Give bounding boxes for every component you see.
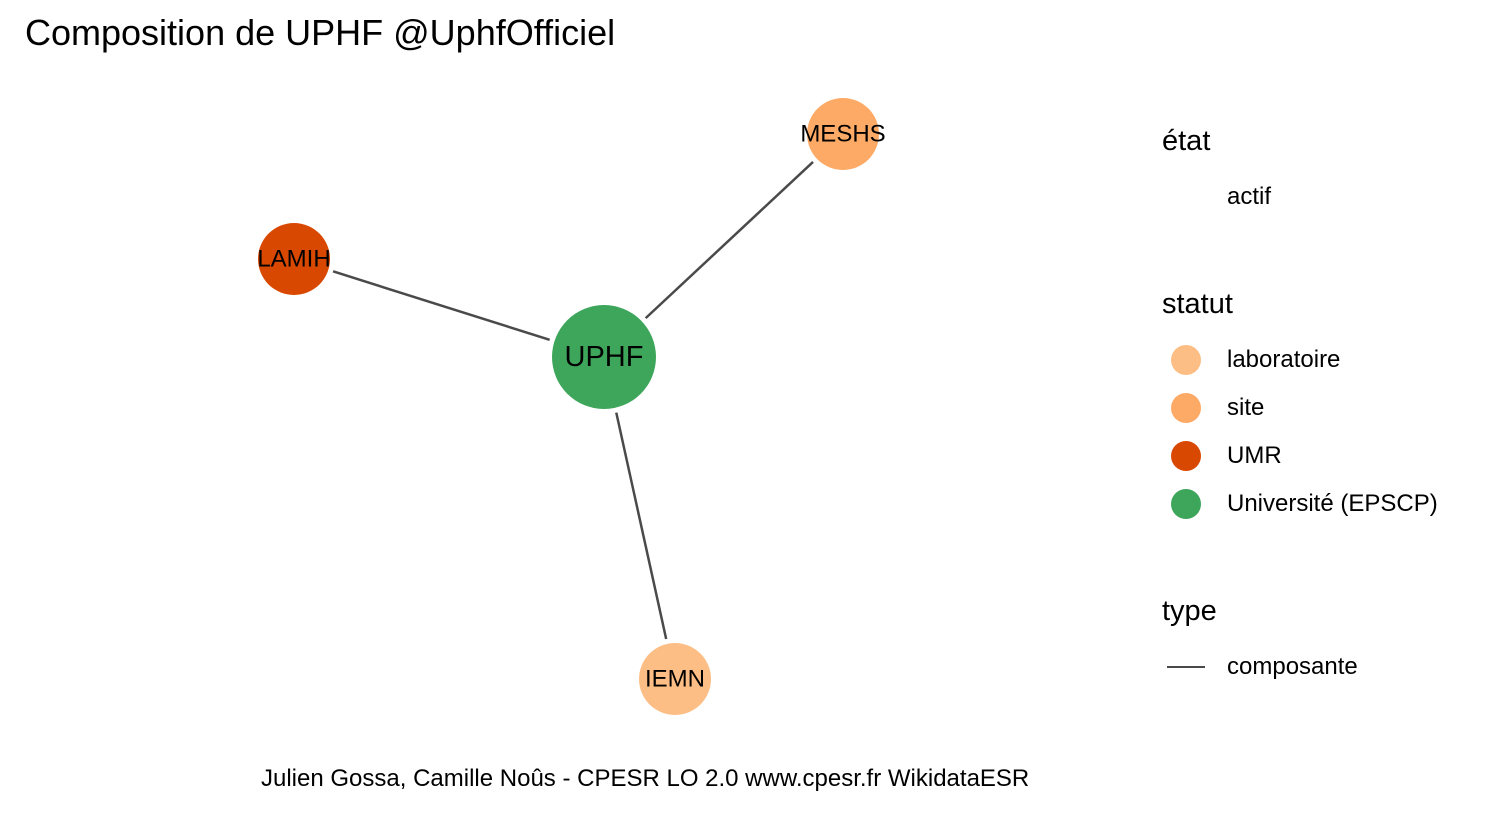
node-label-lamih: LAMIH bbox=[257, 246, 330, 273]
node-iemn bbox=[639, 643, 711, 715]
legend-line-composante bbox=[1167, 666, 1205, 668]
legend-dot-universite bbox=[1171, 489, 1201, 519]
caption: Julien Gossa, Camille Noûs - CPESR LO 2.… bbox=[261, 765, 1030, 792]
node-label-uphf: UPHF bbox=[565, 341, 644, 373]
legend-dot-laboratoire bbox=[1171, 345, 1201, 375]
legend-dot-site bbox=[1171, 393, 1201, 423]
legend-etat-title: état bbox=[1162, 125, 1211, 157]
legend-etat-actif: actif bbox=[1227, 183, 1272, 210]
legend-type-title: type bbox=[1162, 595, 1217, 627]
nodes-layer: UPHF MESHS LAMIH IEMN bbox=[257, 98, 886, 715]
legend-label-umr: UMR bbox=[1227, 442, 1282, 469]
legend-dot-umr bbox=[1171, 441, 1201, 471]
edge-uphf-iemn bbox=[615, 412, 668, 640]
edge-uphf-lamih bbox=[332, 270, 551, 342]
node-label-meshs: MESHS bbox=[800, 121, 885, 148]
legend-label-composante: composante bbox=[1227, 653, 1358, 680]
legend-label-laboratoire: laboratoire bbox=[1227, 346, 1341, 373]
node-meshs bbox=[807, 98, 879, 170]
chart-title: Composition de UPHF @UphfOfficiel bbox=[25, 12, 616, 53]
legend-label-site: site bbox=[1227, 394, 1265, 421]
legend-statut-title: statut bbox=[1162, 288, 1233, 320]
legend-label-universite: Université (EPSCP) bbox=[1227, 490, 1438, 517]
edge-uphf-meshs bbox=[644, 161, 814, 320]
node-uphf bbox=[552, 305, 656, 409]
node-lamih bbox=[258, 223, 330, 295]
node-label-iemn: IEMN bbox=[645, 666, 705, 693]
network-graph: UPHF MESHS LAMIH IEMN bbox=[257, 98, 886, 715]
edges-layer bbox=[332, 161, 814, 640]
